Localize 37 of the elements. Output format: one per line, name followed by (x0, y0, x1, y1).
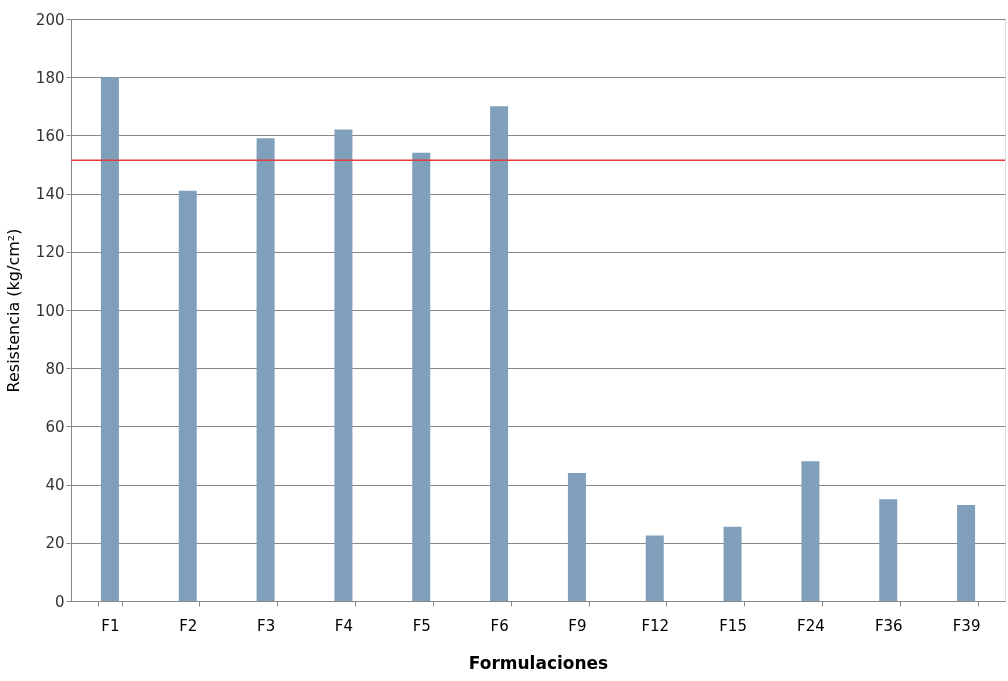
bar (412, 152, 431, 601)
y-tick-label: 60 (45, 417, 65, 436)
y-tick-label: 200 (35, 10, 65, 29)
y-tick-label: 120 (35, 243, 65, 262)
x-tick-label: F36 (874, 616, 903, 635)
x-tick-label: F12 (641, 616, 670, 635)
y-tick-label: 20 (45, 534, 65, 553)
x-tick-label: F4 (334, 616, 353, 635)
y-axis-title: Resistencia (kg/cm²) (3, 228, 23, 393)
bar (645, 535, 664, 601)
y-tick-label: 100 (35, 301, 65, 320)
x-tick-label: F24 (797, 616, 825, 635)
x-tick-label: F6 (490, 616, 509, 635)
bar (801, 461, 820, 601)
bar (178, 190, 197, 601)
bar (567, 472, 586, 601)
y-tick-label: 160 (35, 126, 65, 145)
x-tick-label: F5 (412, 616, 431, 635)
x-tick-label: F3 (257, 616, 276, 635)
bar (879, 499, 898, 601)
y-tick-label: 80 (45, 359, 65, 378)
bar (256, 138, 275, 601)
x-tick-label: F39 (952, 616, 981, 635)
y-tick-label: 40 (45, 476, 65, 495)
bar (334, 129, 353, 601)
y-tick-label: 0 (54, 592, 65, 611)
bar (490, 106, 509, 601)
y-tick-label: 180 (35, 68, 65, 87)
bar (723, 526, 742, 601)
x-tick-label: F2 (179, 616, 198, 635)
x-tick-label: F1 (101, 616, 120, 635)
y-tick-label: 140 (35, 185, 65, 204)
x-tick-label: F9 (568, 616, 587, 635)
x-tick-label: F15 (719, 616, 747, 635)
bar (957, 504, 976, 601)
bar (100, 77, 119, 601)
x-axis-title: Formulaciones (468, 652, 609, 673)
